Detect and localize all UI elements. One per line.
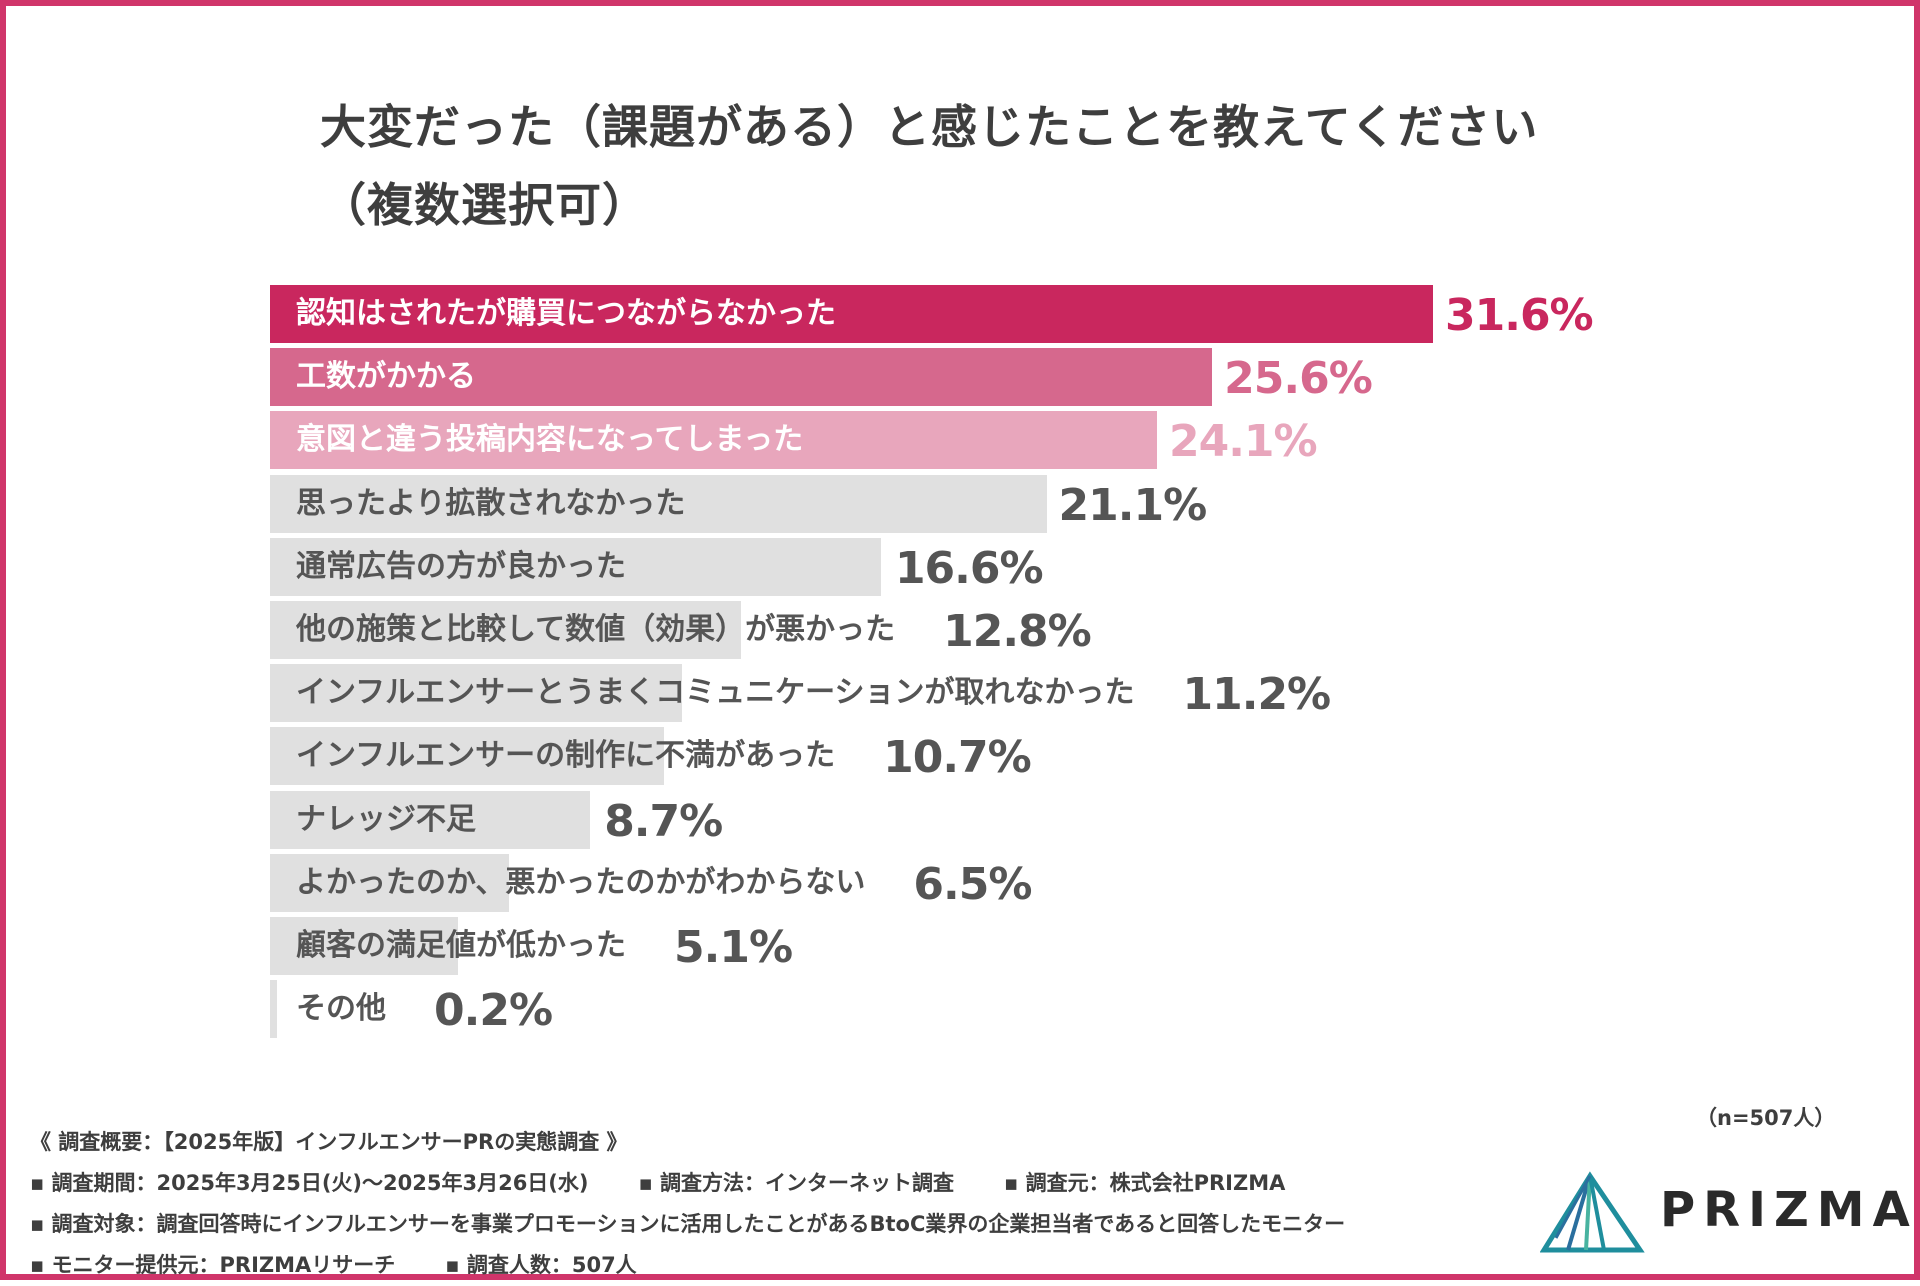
- bar-3: [270, 474, 1047, 533]
- bar-label-1: 工数がかかる: [296, 359, 476, 395]
- bar-value-11: 0.2%: [434, 985, 553, 1037]
- bar-value-0: 31.6%: [1445, 290, 1594, 341]
- bar-label-10: 顧客の満足値が低かった: [296, 928, 626, 963]
- bar-label-4: 通常広告の方が良かった: [296, 548, 626, 584]
- bar-4: [270, 537, 881, 596]
- prizma-logo-icon: [1539, 1171, 1645, 1253]
- bar-label-3: 思ったより拡散されなかった: [296, 485, 686, 521]
- chart-title: 大変だった（課題がある）と感じたことを教えてください （複数選択可）: [320, 88, 1538, 244]
- survey-footer: 《 調査概要：【2025年版】インフルエンサーPRの実態調査 》 ▪ 調査期間：…: [30, 1122, 1345, 1286]
- bar-value-2: 24.1%: [1168, 416, 1318, 468]
- prizma-logo: PRIZMA: [1539, 1168, 1910, 1258]
- chart-title-line1: 大変だった（課題がある）と感じたことを教えてください: [320, 100, 1539, 154]
- bar-value-4: 16.6%: [894, 542, 1044, 594]
- chart-title-line2: （複数選択可）: [320, 178, 649, 232]
- survey-target: ▪ 調査対象：調査回答時にインフルエンサーを事業プロモーションに活用したことがあ…: [30, 1212, 1346, 1236]
- bar-value-9: 6.5%: [913, 858, 1032, 910]
- bar-9: [270, 853, 510, 912]
- prizma-logo-text: PRIZMA: [1660, 1182, 1918, 1238]
- bar-8: [270, 790, 591, 849]
- bar-7: [270, 727, 664, 786]
- bar-value-5: 12.8%: [943, 606, 1092, 657]
- bar-value-1: 25.6%: [1224, 353, 1373, 405]
- survey-method: ▪ 調査方法：インターネット調査: [638, 1171, 955, 1195]
- survey-period: ▪ 調査期間：2025年3月25日(火)〜2025年3月26日(水): [30, 1171, 589, 1195]
- bar-label-6: インフルエンサーとうまくコミュニケーションが取れなかった: [296, 675, 1135, 711]
- bar-1: [270, 348, 1213, 407]
- bar-label-5: 他の施策と比較して数値（効果）が悪かった: [296, 612, 896, 647]
- bar-label-7: インフルエンサーの制作に不満があった: [296, 738, 836, 774]
- bar-5: [270, 601, 742, 659]
- bar-label-0: 認知はされたが購買につながらなかった: [296, 296, 836, 331]
- bar-value-10: 5.1%: [674, 922, 793, 973]
- bar-6: [270, 664, 683, 723]
- bar-label-8: ナレッジ不足: [296, 801, 476, 837]
- bar-0: [270, 285, 1433, 343]
- bar-label-2: 意図と違う投稿内容になってしまった: [296, 422, 804, 458]
- bar-value-7: 10.7%: [883, 732, 1032, 784]
- bar-11: [270, 980, 278, 1039]
- bar-label-11: その他: [296, 991, 386, 1027]
- survey-title: 《 調査概要：【2025年版】インフルエンサーPRの実態調査 》: [30, 1130, 628, 1154]
- bar-label-9: よかったのか、悪かったのかがわからない: [296, 864, 866, 900]
- survey-provider: ▪ モニター提供元：PRIZMAリサーチ: [30, 1253, 396, 1277]
- bar-2: [270, 411, 1157, 470]
- bar-value-3: 21.1%: [1058, 479, 1208, 531]
- survey-info-row-3: ▪ モニター提供元：PRIZMAリサーチ ▪ 調査人数：507人: [30, 1245, 1345, 1286]
- sample-size-note: （n=507人）: [1696, 1106, 1836, 1130]
- bar-10: [270, 917, 458, 975]
- bar-value-8: 8.7%: [604, 795, 723, 847]
- bar-value-6: 11.2%: [1182, 669, 1332, 721]
- survey-source: ▪ 調査元：株式会社PRIZMA: [1004, 1171, 1286, 1195]
- survey-count: ▪ 調査人数：507人: [445, 1253, 637, 1277]
- survey-info-row-1: ▪ 調査期間：2025年3月25日(火)〜2025年3月26日(水) ▪ 調査方法…: [30, 1163, 1345, 1204]
